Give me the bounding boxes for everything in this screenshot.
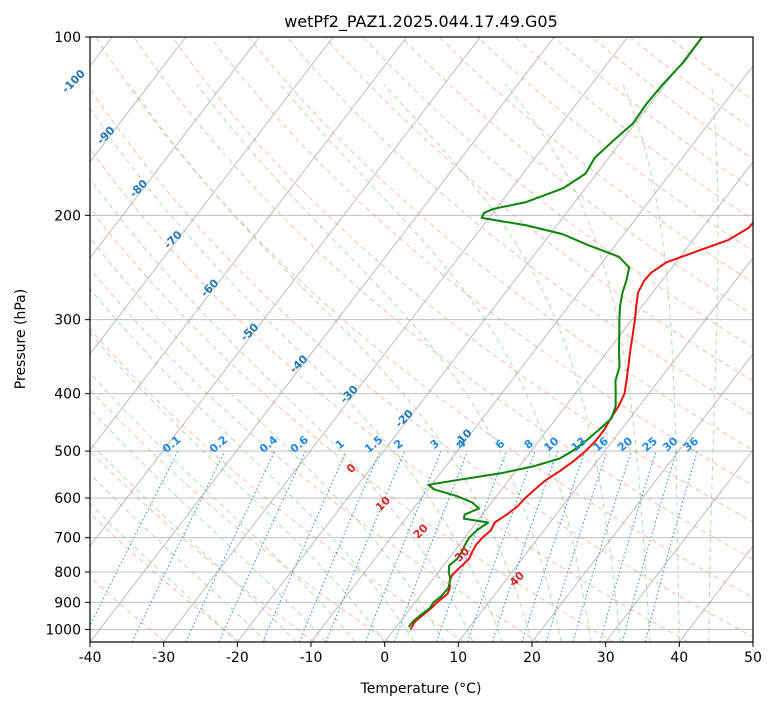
isotherm-grid	[90, 37, 753, 642]
mixing-ratio-line	[545, 450, 608, 642]
isotherm-line	[90, 37, 408, 451]
moist-adiabat-line	[90, 237, 445, 642]
moist-adiabat-line	[90, 177, 474, 642]
dewpoint-profile-line	[408, 37, 704, 628]
y-tick-label: 700	[54, 531, 81, 547]
mixing-ratio-line	[262, 450, 347, 642]
dry-adiabat-line	[90, 576, 166, 642]
mixing-ratio-line	[521, 450, 586, 642]
dry-adiabat-line	[209, 37, 753, 487]
y-tick-label: 100	[54, 30, 81, 46]
isotherm-line	[236, 37, 702, 642]
moist-adiabats	[90, 83, 719, 642]
dry-adiabat-line	[90, 388, 390, 642]
mixing-ratio-line	[572, 450, 632, 642]
x-tick-label: -10	[300, 650, 323, 666]
x-tick-label: -40	[79, 650, 102, 666]
moist-adiabat-line	[90, 441, 297, 642]
y-tick-label: 800	[54, 565, 81, 581]
mixing-ratio-line	[467, 450, 536, 642]
dry-adiabat-line	[133, 37, 753, 560]
moist-adiabat-line	[90, 287, 415, 642]
moist-adiabat-line	[622, 83, 680, 642]
x-tick-label: 40	[670, 650, 688, 666]
mixing-ratio-line	[435, 450, 507, 642]
dry-adiabat-line	[90, 147, 689, 642]
isotherm-line	[457, 257, 753, 642]
dry-adiabat-line	[90, 450, 315, 642]
x-tick-label: 20	[523, 650, 541, 666]
chart-title: wetPf2_PAZ1.2025.044.17.49.G05	[284, 12, 558, 32]
x-axis-title: Temperature (°C)	[360, 681, 482, 697]
dry-adiabat-line	[438, 37, 753, 284]
mixing-ratio-line	[599, 450, 657, 642]
y-tick-label: 900	[54, 595, 81, 611]
dry-adiabat-line	[324, 37, 753, 382]
moist-adiabat-line	[382, 83, 621, 642]
dry-adiabat-line	[90, 207, 614, 642]
isotherm-line	[605, 449, 753, 642]
isotherm-line	[90, 37, 260, 259]
moist-adiabat-line	[90, 408, 327, 642]
y-axis: 100 200 300 400 500 600 700 800 900 1000	[45, 30, 90, 638]
dry-adiabat-line	[248, 37, 753, 451]
plot-frame	[89, 36, 754, 643]
mixing-ratio-line	[325, 450, 406, 642]
isotherm-line	[90, 37, 334, 355]
dry-adiabat-line	[90, 512, 241, 642]
isotherm-line	[163, 37, 629, 642]
mixing-ratio-line	[90, 450, 179, 627]
isotherm-line	[90, 37, 187, 163]
isotherm-line	[90, 37, 481, 547]
isotherm-line	[384, 161, 753, 642]
moist-adiabat-line	[90, 473, 268, 642]
y-tick-label: 400	[54, 387, 81, 403]
mixing-ratio-line	[621, 450, 678, 642]
dry-adiabat-line	[90, 328, 465, 642]
mixing-ratio-line	[491, 450, 559, 642]
dry-adiabat-line	[95, 37, 753, 599]
x-tick-label: -30	[152, 650, 175, 666]
moist-adiabat-line	[90, 372, 356, 642]
x-tick-label: -20	[226, 650, 249, 666]
mixing-ratio-line	[364, 450, 442, 642]
y-tick-label: 500	[54, 444, 81, 460]
dry-adiabat-line	[90, 267, 540, 642]
moist-adiabat-line	[196, 83, 562, 642]
moist-adiabat-line	[90, 107, 503, 642]
x-tick-label: 50	[744, 650, 762, 666]
dry-adiabat-line	[400, 37, 753, 316]
x-tick-label: 0	[380, 650, 389, 666]
mixing-ratio-line	[298, 450, 381, 642]
y-axis-title: Pressure (hPa)	[13, 289, 29, 389]
isotherm-line	[310, 65, 753, 642]
profile-series	[408, 37, 753, 630]
isobar-grid	[90, 37, 753, 630]
moist-adiabat-line	[128, 83, 533, 642]
x-tick-label: 10	[449, 650, 467, 666]
y-tick-label: 300	[54, 313, 81, 329]
moist-adiabat-line	[279, 83, 592, 642]
isotherm-line	[531, 353, 753, 642]
x-tick-label: 30	[597, 650, 615, 666]
y-tick-label: 200	[54, 208, 81, 224]
x-axis: -40 -30 -20 -10 0 10 20 30 40 50	[79, 642, 762, 666]
y-tick-label: 600	[54, 491, 81, 507]
y-tick-label: 1000	[45, 622, 81, 638]
isotherm-line	[90, 37, 555, 642]
moist-adiabat-line	[708, 83, 719, 642]
reference-lines	[90, 37, 753, 642]
